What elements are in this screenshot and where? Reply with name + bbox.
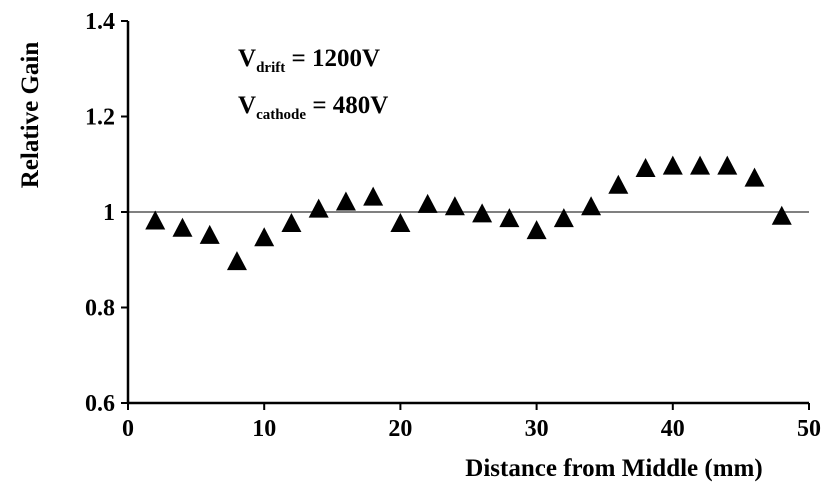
data-point <box>145 210 166 230</box>
x-tick-label: 10 <box>252 416 276 442</box>
data-point <box>499 208 520 228</box>
annotation-vcathode-main: V <box>238 92 256 119</box>
y-tick-label: 1.2 <box>85 105 115 131</box>
y-tick-label: 1.4 <box>85 9 115 35</box>
data-point <box>581 196 602 216</box>
x-tick-label: 50 <box>797 416 821 442</box>
svg-text:Vdrift = 1200V: Vdrift = 1200V <box>238 45 380 76</box>
data-point <box>444 196 465 216</box>
x-tick-label: 30 <box>525 416 549 442</box>
data-point <box>417 193 438 213</box>
annotation-vdrift-sub: drift <box>256 60 285 76</box>
data-point <box>771 205 792 225</box>
data-point <box>254 227 275 247</box>
data-point <box>226 251 247 271</box>
data-point <box>717 155 738 175</box>
data-point <box>553 208 574 228</box>
y-tick-label: 1 <box>103 200 115 226</box>
data-point <box>308 198 329 218</box>
annotation-vdrift-main: V <box>238 45 256 72</box>
data-point <box>635 158 656 178</box>
annotation-vcathode: Vcathode = 480V <box>238 92 388 123</box>
x-tick-label: 40 <box>661 416 685 442</box>
data-point <box>199 224 220 244</box>
annotation-vcathode-sub: cathode <box>256 107 306 123</box>
data-point <box>662 155 683 175</box>
x-tick-label: 0 <box>122 416 134 442</box>
y-tick-label: 0.8 <box>85 296 115 322</box>
data-point <box>335 191 356 211</box>
data-point <box>172 217 193 237</box>
data-point <box>363 186 384 206</box>
data-point <box>526 220 547 240</box>
annotation-vcathode-rest: = 480V <box>306 92 388 119</box>
data-point <box>472 203 493 223</box>
svg-text:Vcathode = 480V: Vcathode = 480V <box>238 92 388 123</box>
data-point <box>390 212 411 232</box>
data-point <box>608 174 629 194</box>
y-axis-title: Relative Gain <box>17 42 44 189</box>
x-tick-label: 20 <box>388 416 412 442</box>
data-point <box>281 212 302 232</box>
y-tick-label: 0.6 <box>85 391 115 417</box>
x-axis-title: Distance from Middle (mm) <box>465 455 762 482</box>
annotation-vdrift-rest: = 1200V <box>285 45 380 72</box>
data-point <box>744 167 765 187</box>
data-point <box>690 155 711 175</box>
annotation-vdrift: Vdrift = 1200V <box>238 45 380 76</box>
